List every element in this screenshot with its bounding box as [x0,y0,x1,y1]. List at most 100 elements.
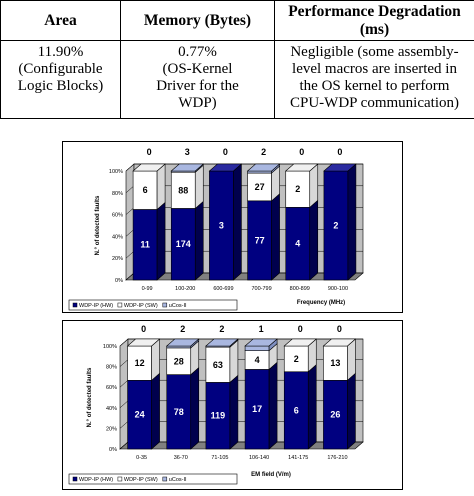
emf-x-tick-label: 36-70 [174,455,188,461]
emf-data-label-wdp-ip-sw-71-105: 63 [213,360,223,370]
emf-legend-swatch-wdp-ip-sw [117,476,123,482]
emf-bar-wdp-ip-hw-36-70 [166,374,192,450]
freq-x-tick-label: 100-200 [175,286,195,292]
freq-legend-label-wdp-ip-sw: WDP-IP (SW) [124,303,158,309]
freq-bar-wdp-ip-sw-700-799 [247,172,272,202]
emf-bar-group-141-175: 6 2 0 141-175 [283,324,318,461]
emf-data-label-wdp-ip-hw-106-140: 17 [252,404,262,414]
emf-data-label-wdp-ip-sw-0-35: 12 [135,358,145,368]
freq-data-label-ucos-ii-0-99: 0 [147,147,152,157]
freq-y-tick-label: 40% [112,234,123,240]
freq-data-label-wdp-ip-hw-0-99: 11 [140,240,150,250]
freq-bar-group-100-200: 174 88 3 100-200 [170,147,205,292]
freq-bar-group-0-99: 11 6 0 0-99 [132,147,166,292]
emf-data-label-wdp-ip-hw-0-35: 24 [135,410,145,420]
emf-y-tick-label: 0% [109,447,117,453]
emf-bar-top-0-35 [126,338,161,347]
freq-legend-box [68,299,238,311]
freq-legend: WDP-IP (HW) WDP-IP (SW) uCos-II [68,299,238,311]
freq-y-tick-label: 20% [112,256,123,262]
emf-bar-wdp-ip-hw-106-140 [244,369,270,450]
emf-bar-top-36-70 [165,338,200,347]
freq-x-tick-label: 900-100 [328,286,348,292]
emf-y-tick-label: 20% [106,426,117,432]
freq-bar-group-700-799: 77 27 2 700-799 [246,147,281,292]
emf-data-label-wdp-ip-hw-36-70: 78 [174,407,184,417]
emf-legend-label-wdp-ip-sw: WDP-IP (SW) [124,477,158,483]
freq-legend-label-wdp-ip-hw: WDP-IP (HW) [79,303,113,309]
freq-data-label-wdp-ip-hw-600-699: 3 [219,221,224,231]
freq-y-axis-label: N.° of detected faults [95,195,101,255]
freq-y-tick-label: 0% [115,278,123,284]
emf-bar-group-71-105: 119 63 2 71-105 [205,324,239,461]
freq-data-label-wdp-ip-sw-700-799: 27 [255,182,265,192]
emf-data-label-wdp-ip-sw-36-70: 28 [174,356,184,366]
emf-bar-top-71-105 [205,338,239,347]
emf-bar-side-wdp-ip-hw-141-175 [307,364,317,450]
freq-x-tick-label: 800-899 [290,286,310,292]
emf-x-tick-label: 141-175 [288,455,308,461]
emf-bar-group-106-140: 17 4 1 106-140 [244,324,278,461]
emf-y-tick-label: 80% [106,365,117,371]
emf-data-label-ucos-ii-176-210: 0 [337,324,342,334]
emf-y-axis-label: N.° of detected faults [87,367,93,427]
freq-bar-wdp-ip-sw-800-899 [285,170,311,208]
freq-bar-side-wdp-ip-sw-100-200 [194,164,204,210]
results-table: Area Memory (Bytes) Performance Degradat… [0,0,474,119]
emf-y-tick-label: 40% [106,406,117,412]
freq-data-label-ucos-ii-100-200: 3 [185,147,190,157]
memory-cell: 0.77% (OS-Kernel Driver for the WDP) [120,40,275,119]
emf-bar-wdp-ip-sw-141-175 [283,345,309,373]
emf-gridline [119,338,363,347]
freq-y-tick-label: 60% [112,213,123,219]
freq-y-tick-label: 80% [112,191,123,197]
emf-bar-side-wdp-ip-hw-36-70 [190,366,200,450]
freq-bar-top-800-899 [284,163,319,172]
freq-data-label-wdp-ip-hw-100-200: 174 [176,239,191,249]
emf-bar-wdp-ip-hw-141-175 [283,371,309,450]
freq-y-tick-label: 100% [109,169,123,175]
freq-bar-wdp-ip-hw-0-99 [132,209,158,281]
emf-x-tick-label: 176-210 [327,455,347,461]
emf-data-label-wdp-ip-sw-176-210: 13 [330,358,340,368]
emf-data-label-wdp-ip-sw-106-140: 4 [255,355,260,365]
emf-bar-wdp-ip-sw-0-35 [127,345,152,381]
memory-header: Memory (Bytes) [120,0,275,41]
emf-bar-group-36-70: 78 28 2 36-70 [165,324,200,461]
freq-bar-top-0-99 [132,163,166,172]
freq-legend-label-ucos-ii: uCos-II [169,303,187,309]
freq-legend-swatch-ucos-ii [162,302,168,308]
freq-x-tick-label: 700-799 [251,286,271,292]
freq-bar-side-wdp-ip-sw-800-899 [309,163,319,208]
freq-bar-side-wdp-ip-hw-700-799 [271,193,280,281]
freq-bar-side-wdp-ip-hw-100-200 [194,200,204,281]
em-field-chart: 0% 20% 40% 60% 80% 100% N.° of detected faults… [62,320,403,490]
performance-cell: Negligible (some assembly- level macros … [274,40,474,119]
freq-bar-wdp-ip-hw-900-100 [323,170,349,281]
freq-bar-ucos-ii-700-799 [247,170,272,174]
freq-data-label-wdp-ip-sw-800-899: 2 [295,184,300,194]
emf-x-axis-label: EM field (V/m) [251,472,291,478]
freq-gridline [125,163,363,172]
area-header: Area [0,0,121,41]
freq-bar-top-600-699 [208,163,243,172]
emf-data-label-wdp-ip-hw-176-210: 26 [330,410,340,420]
emf-y-tick-label: 60% [106,385,117,391]
freq-x-tick-label: 0-99 [142,286,153,292]
emf-data-label-ucos-ii-141-175: 0 [298,324,303,334]
emf-data-label-wdp-ip-sw-141-175: 2 [294,354,299,364]
emf-y-tick-label: 100% [103,344,117,350]
emf-data-label-ucos-ii-71-105: 2 [219,324,224,334]
emf-x-tick-label: 106-140 [249,455,269,461]
frequency-chart: 0% 20% 40% 60% 80% 100% N.° of detected faults… [62,141,403,313]
freq-bar-top-900-100 [323,163,357,172]
freq-bar-top-700-799 [246,163,281,172]
emf-bar-group-0-35: 24 12 0 0-35 [126,324,161,461]
freq-bar-side-wdp-ip-hw-800-899 [309,199,319,281]
freq-data-label-ucos-ii-900-100: 0 [337,147,342,157]
area-cell: 11.90% (Configurable Logic Blocks) [0,40,121,119]
emf-bar-side-wdp-ip-hw-176-210 [347,372,356,450]
emf-bar-wdp-ip-hw-71-105 [205,382,231,450]
emf-bar-wdp-ip-hw-0-35 [127,380,152,450]
emf-x-tick-label: 71-105 [211,455,228,461]
